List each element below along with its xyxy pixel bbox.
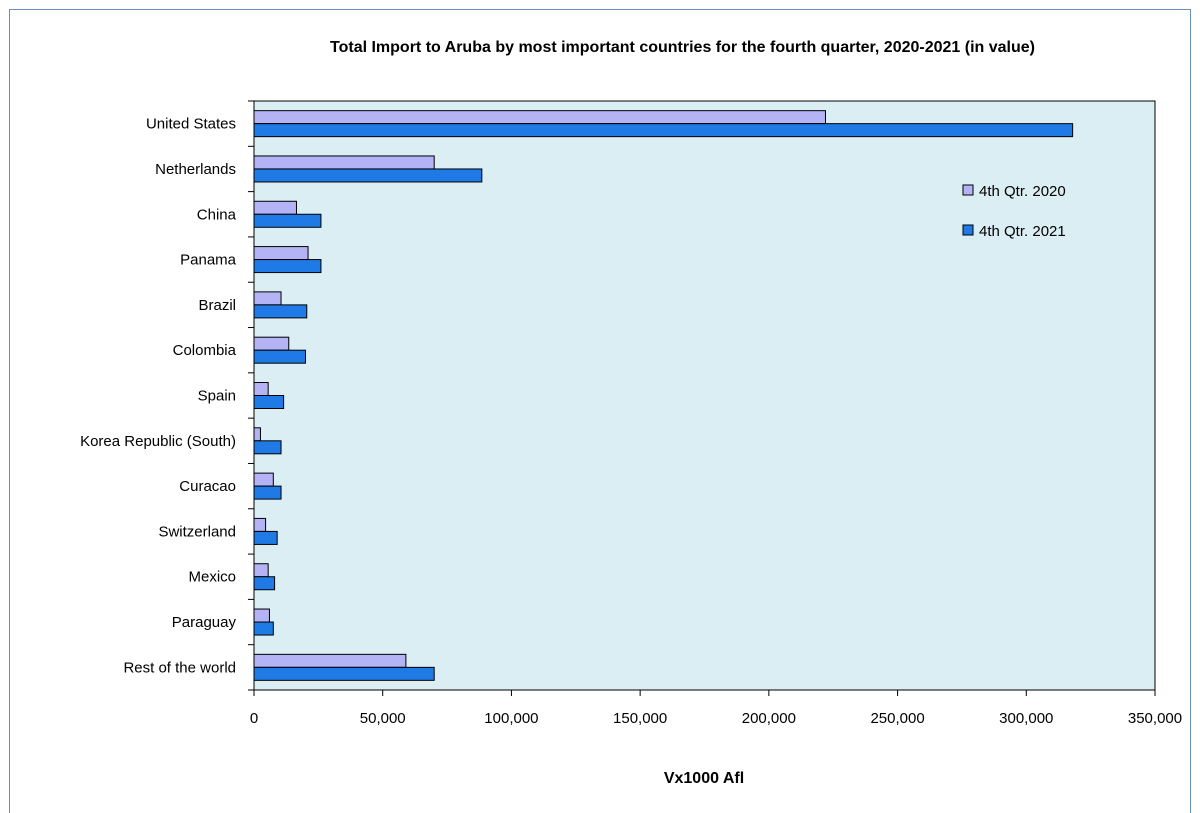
plot-background — [253, 100, 1156, 691]
x-tick-label: 350,000 — [1128, 710, 1182, 727]
bar-2021 — [253, 259, 322, 274]
x-tick-label: 0 — [250, 710, 258, 727]
bar-2020 — [253, 653, 407, 668]
bar-2021 — [253, 395, 285, 409]
category-label: Panama — [180, 252, 237, 269]
legend: 4th Qtr. 2020 4th Qtr. 2021 — [962, 183, 1066, 240]
bars — [253, 110, 1074, 681]
bar-2021 — [253, 440, 282, 455]
bar-2021 — [253, 304, 308, 319]
x-axis-title: Vx1000 Afl — [663, 770, 745, 787]
category-labels: United States Netherlands China Panama Brazi… — [80, 116, 237, 677]
bar-2021 — [253, 485, 282, 500]
x-tick-label: 100,000 — [484, 710, 538, 727]
category-label: Brazil — [198, 297, 236, 314]
bar-2020 — [253, 382, 269, 396]
bar-2021 — [253, 168, 483, 183]
bar-2021 — [253, 576, 276, 591]
category-label: Switzerland — [158, 523, 236, 540]
x-tick-label: 300,000 — [999, 710, 1053, 727]
chart-title: Total Import to Aruba by most important … — [330, 39, 1035, 56]
bar-2021 — [253, 123, 1074, 138]
legend-label: 4th Qtr. 2021 — [979, 223, 1066, 240]
bar-2020 — [253, 517, 267, 532]
bar-2020 — [253, 155, 435, 170]
legend-label: 4th Qtr. 2020 — [979, 183, 1066, 200]
x-tick-label: 200,000 — [742, 710, 796, 727]
category-label: Curacao — [179, 478, 236, 495]
x-tick-label: 250,000 — [870, 710, 924, 727]
bar-2020 — [253, 427, 261, 442]
category-label: Korea Republic (South) — [80, 433, 236, 450]
legend-swatch — [962, 184, 974, 196]
bar-2021 — [253, 530, 278, 545]
bar-2021 — [253, 621, 274, 636]
category-label: Netherlands — [155, 161, 236, 178]
bar-2020 — [253, 110, 826, 125]
x-tick-label: 50,000 — [360, 710, 406, 727]
x-axis-ticks: 0 50,000 100,000 150,000 200,000 250,000 300,0… — [248, 100, 1182, 727]
bar-2020 — [253, 608, 270, 623]
category-label: United States — [146, 116, 236, 133]
x-tick-label: 150,000 — [613, 710, 667, 727]
bar-2021 — [253, 349, 306, 364]
bar-2020 — [253, 246, 309, 261]
category-label: Spain — [198, 388, 236, 405]
legend-swatch — [962, 224, 974, 236]
bar-2020 — [253, 563, 269, 578]
bar-2021 — [253, 213, 322, 228]
bar-2020 — [253, 200, 297, 215]
bar-2021 — [253, 666, 435, 681]
bar-2020 — [253, 336, 290, 351]
plot-area — [253, 100, 1156, 691]
category-label: Paraguay — [172, 614, 237, 631]
bar-2020 — [253, 291, 282, 306]
bar-2020 — [253, 472, 274, 487]
category-label: Colombia — [173, 342, 237, 359]
category-label: Mexico — [188, 569, 236, 586]
category-label: China — [197, 206, 237, 223]
category-label: Rest of the world — [123, 659, 236, 676]
